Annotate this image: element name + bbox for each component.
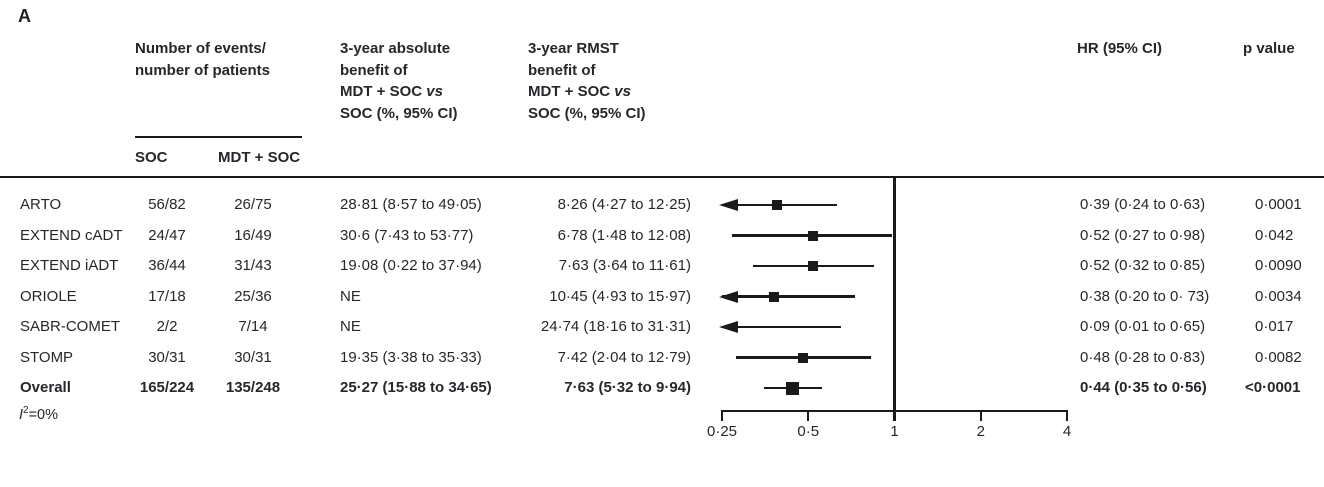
header-vs-italic: vs xyxy=(426,83,443,100)
x-axis-tick-label: 0·25 xyxy=(706,423,738,440)
rmst-benefit-value: 7·63 (5·32 to 9·94) xyxy=(564,379,691,396)
absolute-benefit-value: 19·35 (3·38 to 35·33) xyxy=(340,348,482,366)
header-line: 3-year RMST xyxy=(528,40,619,57)
p-value: 0·017 xyxy=(1255,318,1294,335)
table-row: ORIOLE 17/18 25/36 NE 10·45 (4·93 to 15·… xyxy=(0,282,1324,312)
absolute-benefit-value: 25·27 (15·88 to 34·65) xyxy=(340,379,492,396)
x-axis-tick-label: 0·5 xyxy=(797,423,820,440)
soc-events-value: 17/18 xyxy=(148,287,186,305)
study-label: EXTEND cADT xyxy=(20,226,123,244)
x-axis-tick-label: 2 xyxy=(976,423,985,440)
study-label: STOMP xyxy=(20,348,74,366)
x-axis-tick xyxy=(893,412,896,421)
soc-events-value: 36/44 xyxy=(148,257,186,274)
study-label: SABR-COMET xyxy=(20,318,121,335)
hazard-ratio-value: 0·39 (0·24 to 0·63) xyxy=(1080,196,1206,213)
subheader-mdt-soc: MDT + SOC xyxy=(218,149,301,166)
table-row-overall: Overall 165/224 135/248 25·27 (15·88 to … xyxy=(0,373,1324,403)
rmst-benefit-value: 8·26 (4·27 to 12·25) xyxy=(557,196,691,213)
table-row: EXTEND iADT 36/44 31/43 19·08 (0·22 to 3… xyxy=(0,251,1324,281)
header-line: 3-year absolute xyxy=(340,40,451,57)
column-header-events-patients: Number of events/ number of patients xyxy=(135,38,270,81)
x-axis-line xyxy=(720,410,1069,413)
p-value: 0·0034 xyxy=(1255,287,1302,305)
study-label: ARTO xyxy=(20,196,62,213)
soc-events-value: 2/2 xyxy=(156,318,178,335)
column-header-rmst-benefit: 3-year RMST benefit of MDT + SOC vs SOC … xyxy=(528,38,646,124)
i-squared-value: =0% xyxy=(28,406,59,423)
x-axis-tick-label: 4 xyxy=(1062,423,1072,440)
hazard-ratio-value: 0·38 (0·20 to 0· 73) xyxy=(1080,287,1210,305)
p-value: 0·0082 xyxy=(1255,348,1302,366)
mdt-soc-events-value: 30/31 xyxy=(234,348,272,366)
x-axis-tick xyxy=(1065,412,1069,421)
absolute-benefit-value: 30·6 (7·43 to 53·77) xyxy=(340,226,474,244)
mdt-soc-events-value: 31/43 xyxy=(234,257,272,274)
p-value: <0·0001 xyxy=(1245,379,1301,396)
table-top-rule xyxy=(0,176,1324,178)
i-squared-base: I xyxy=(19,406,24,423)
hazard-ratio-value: 0·44 (0·35 to 0·56) xyxy=(1080,379,1207,396)
rmst-benefit-value: 10·45 (4·93 to 15·97) xyxy=(549,287,691,305)
column-header-p-value: p value xyxy=(1243,40,1295,57)
mdt-soc-events-value: 7/14 xyxy=(238,318,268,335)
hazard-ratio-value: 0·52 (0·32 to 0·85) xyxy=(1080,257,1206,274)
rmst-benefit-value: 7·42 (2·04 to 12·79) xyxy=(557,348,691,366)
column-header-hazard-ratio: HR (95% CI) xyxy=(1077,40,1163,57)
header-line: benefit of xyxy=(528,61,596,79)
rmst-benefit-value: 24·74 (18·16 to 31·31) xyxy=(540,318,691,335)
p-value: 0·042 xyxy=(1255,226,1294,244)
x-axis-tick-label: 1 xyxy=(890,423,899,440)
i-squared-sup: 2 xyxy=(23,405,29,416)
hazard-ratio-value: 0·48 (0·28 to 0·83) xyxy=(1080,348,1206,366)
x-axis-tick xyxy=(720,412,724,421)
hazard-ratio-value: 0·52 (0·27 to 0·98) xyxy=(1080,226,1206,244)
p-value: 0·0090 xyxy=(1255,257,1302,274)
rmst-benefit-value: 6·78 (1·48 to 12·08) xyxy=(557,226,691,244)
mdt-soc-events-value: 26/75 xyxy=(234,196,272,213)
soc-events-value: 56/82 xyxy=(148,196,186,213)
panel-label: A xyxy=(18,6,31,26)
absolute-benefit-value: 19·08 (0·22 to 37·94) xyxy=(340,257,482,274)
mdt-soc-events-value: 135/248 xyxy=(225,379,281,396)
mdt-soc-events-value: 16/49 xyxy=(234,226,272,244)
soc-events-value: 165/224 xyxy=(139,379,195,396)
table-row: ARTO 56/82 26/75 28·81 (8·57 to 49·05) 8… xyxy=(0,190,1324,220)
soc-events-value: 24/47 xyxy=(148,226,186,244)
absolute-benefit-value: 28·81 (8·57 to 49·05) xyxy=(340,196,482,213)
header-vs-italic: vs xyxy=(614,83,631,100)
header-line: SOC (%, 95% CI) xyxy=(340,104,458,122)
header-line: number of patients xyxy=(135,61,271,79)
header-line: benefit of xyxy=(340,61,408,79)
header-line-text: MDT + SOC xyxy=(340,83,427,100)
heterogeneity-label: I2=0% xyxy=(19,405,58,423)
column-header-absolute-benefit: 3-year absolute benefit of MDT + SOC vs … xyxy=(340,38,458,124)
soc-events-value: 30/31 xyxy=(148,348,186,366)
header-line-text: MDT + SOC xyxy=(528,83,615,100)
rmst-benefit-value: 7·63 (3·64 to 11·61) xyxy=(558,257,691,274)
table-row: SABR-COMET 2/2 7/14 NE 24·74 (18·16 to 3… xyxy=(0,312,1324,342)
header-line: SOC (%, 95% CI) xyxy=(528,104,646,122)
p-value: 0·0001 xyxy=(1255,196,1302,213)
x-axis-tick xyxy=(979,412,982,421)
study-label: Overall xyxy=(20,379,71,396)
mdt-soc-events-value: 25/36 xyxy=(234,287,272,305)
hazard-ratio-value: 0·09 (0·01 to 0·65) xyxy=(1080,318,1206,335)
header-line: MDT + SOC vs xyxy=(340,81,458,103)
table-row: EXTEND cADT 24/47 16/49 30·6 (7·43 to 53… xyxy=(0,221,1324,251)
absolute-benefit-value: NE xyxy=(340,287,361,305)
events-subheader-rule xyxy=(135,136,302,138)
table-row: STOMP 30/31 30/31 19·35 (3·38 to 35·33) … xyxy=(0,343,1324,373)
subheader-soc: SOC xyxy=(135,149,168,166)
x-axis-tick xyxy=(807,412,810,421)
study-label: EXTEND iADT xyxy=(20,257,119,274)
study-label: ORIOLE xyxy=(20,287,77,305)
absolute-benefit-value: NE xyxy=(340,318,361,335)
header-line: Number of events/ xyxy=(135,40,266,57)
header-line: MDT + SOC vs xyxy=(528,81,646,103)
